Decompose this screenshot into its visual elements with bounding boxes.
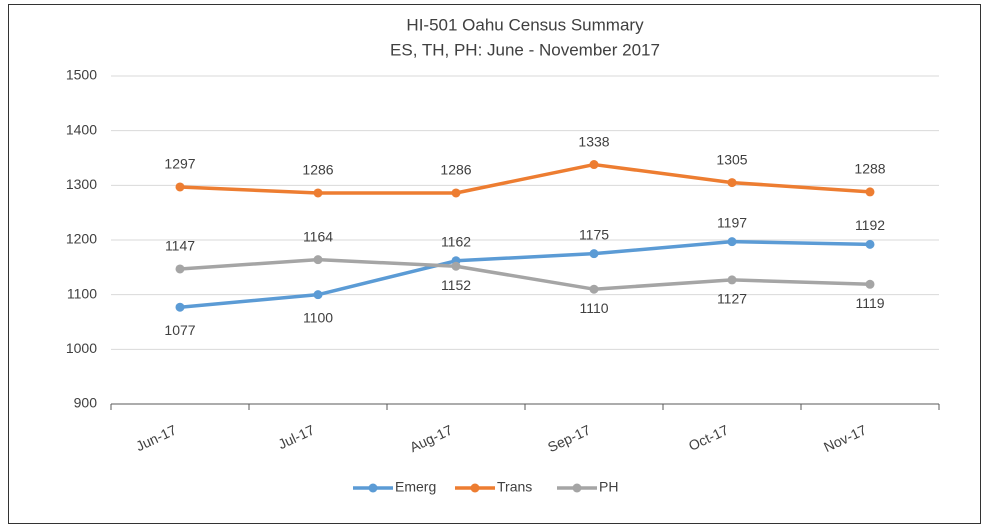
legend-marker	[368, 483, 378, 493]
legend-marker	[572, 483, 582, 493]
data-label: 1192	[855, 217, 885, 233]
chart-border	[8, 4, 981, 524]
point	[175, 182, 185, 192]
point	[313, 255, 323, 265]
point	[865, 187, 875, 197]
point	[589, 249, 599, 259]
point	[727, 178, 737, 188]
data-label: 1338	[578, 133, 609, 149]
point	[727, 275, 737, 285]
point	[175, 302, 185, 312]
series-line	[179, 257, 871, 291]
data-label: 1305	[716, 151, 747, 167]
data-label: 1197	[717, 214, 747, 230]
y-tick-label: 1000	[66, 340, 97, 356]
data-label: 1297	[164, 156, 195, 172]
point	[451, 188, 461, 198]
point	[865, 279, 875, 289]
legend-label: Emerg	[395, 479, 436, 495]
y-tick-label: 1300	[66, 176, 97, 192]
data-label: 1100	[303, 309, 333, 325]
data-label: 1077	[164, 322, 195, 338]
y-tick-label: 900	[74, 395, 98, 411]
y-tick-label: 1400	[66, 121, 97, 137]
data-label: 1286	[440, 162, 471, 178]
data-label: 1127	[717, 291, 747, 307]
point	[589, 284, 599, 294]
y-tick-label: 1100	[67, 285, 97, 301]
data-label: 1162	[441, 233, 471, 249]
chart-subtitle: ES, TH, PH: June - November 2017	[390, 40, 660, 59]
point	[865, 239, 875, 249]
point	[589, 160, 599, 170]
data-label: 1164	[303, 228, 333, 244]
series-line	[179, 239, 871, 309]
y-tick-label: 1200	[66, 231, 97, 247]
data-label: 1286	[302, 162, 333, 178]
data-label: 1110	[579, 300, 608, 316]
data-label: 1175	[579, 226, 609, 242]
data-label: 1288	[854, 161, 885, 177]
chart-title: HI-501 Oahu Census Summary	[406, 15, 644, 34]
point	[313, 188, 323, 198]
legend-label: PH	[599, 479, 618, 495]
point	[313, 290, 323, 300]
data-label: 1119	[855, 295, 884, 311]
data-label: 1147	[165, 238, 195, 254]
legend-marker	[470, 483, 480, 493]
point	[727, 237, 737, 247]
point	[175, 264, 185, 274]
data-label: 1152	[441, 277, 471, 293]
series-line	[179, 162, 871, 195]
legend-label: Trans	[497, 479, 532, 495]
y-tick-label: 1500	[66, 67, 97, 83]
point	[451, 261, 461, 271]
